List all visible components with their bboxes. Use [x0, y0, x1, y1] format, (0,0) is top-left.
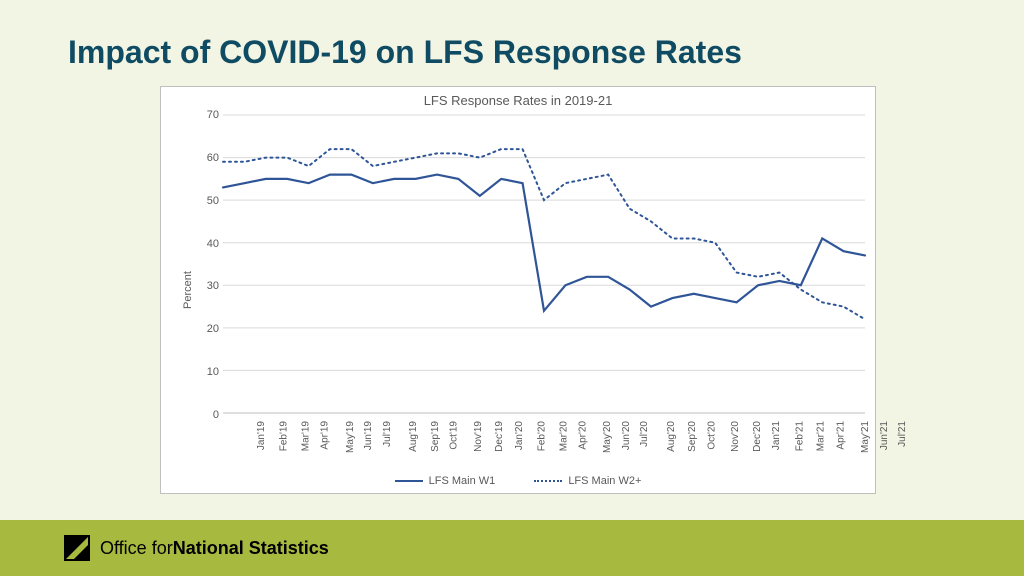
y-axis-label: Percent [182, 271, 194, 309]
legend-item-w1: LFS Main W1 [395, 475, 496, 487]
y-tick-label: 0 [213, 409, 219, 421]
y-tick-label: 20 [207, 323, 219, 335]
x-tick-label: Apr'19 [320, 421, 331, 450]
x-tick-label: Mar'20 [558, 421, 569, 451]
chart-legend: LFS Main W1 LFS Main W2+ [161, 473, 875, 487]
x-tick-label: Nov'20 [730, 421, 741, 452]
x-tick-label: Apr'20 [578, 421, 589, 450]
x-tick-label: Jun'20 [621, 421, 632, 450]
x-tick-label: Jul'21 [897, 421, 908, 447]
x-tick-label: Jun'21 [879, 421, 890, 450]
x-tick-label: Jan'19 [256, 421, 267, 450]
x-tick-label: Aug'19 [408, 421, 419, 452]
x-tick-label: Oct'20 [706, 421, 717, 450]
legend-swatch-solid [395, 480, 423, 482]
y-tick-label: 60 [207, 152, 219, 164]
y-tick-label: 30 [207, 280, 219, 292]
x-tick-label: Oct'19 [449, 421, 460, 450]
ons-logo-icon [64, 535, 90, 561]
chart-svg [223, 115, 865, 413]
y-tick-label: 50 [207, 195, 219, 207]
x-tick-label: Nov'19 [472, 421, 483, 452]
x-tick-label: Jan'21 [771, 421, 782, 450]
x-tick-label: Jul'20 [639, 421, 650, 447]
chart-subtitle: LFS Response Rates in 2019-21 [161, 93, 875, 108]
x-tick-label: Jul'19 [382, 421, 393, 447]
x-tick-label: Feb'19 [279, 421, 290, 451]
ons-logo-text-bold: National Statistics [173, 538, 329, 559]
x-tick-label: Sep'20 [687, 421, 698, 452]
chart-frame: LFS Response Rates in 2019-21 Percent LF… [160, 86, 876, 494]
x-tick-label: Jan'20 [514, 421, 525, 450]
x-tick-label: Dec'20 [752, 421, 763, 452]
footer-bar: Office for National Statistics [0, 520, 1024, 576]
x-tick-label: May'20 [602, 421, 613, 453]
legend-label-w2: LFS Main W2+ [568, 475, 641, 487]
y-tick-label: 10 [207, 366, 219, 378]
y-tick-label: 40 [207, 238, 219, 250]
ons-logo-text-thin: Office for [100, 538, 173, 559]
x-tick-label: May'19 [345, 421, 356, 453]
slide-title: Impact of COVID-19 on LFS Response Rates [68, 34, 742, 71]
x-tick-label: Sep'19 [430, 421, 441, 452]
x-tick-label: Apr'21 [835, 421, 846, 450]
legend-swatch-dotted [534, 480, 562, 482]
legend-item-w2: LFS Main W2+ [534, 475, 641, 487]
x-tick-label: Aug'20 [666, 421, 677, 452]
plot-area [223, 115, 865, 413]
x-tick-label: Feb'21 [794, 421, 805, 451]
y-tick-label: 70 [207, 109, 219, 121]
x-tick-label: Feb'20 [536, 421, 547, 451]
x-tick-label: Jun'19 [363, 421, 374, 450]
x-tick-label: Mar'21 [815, 421, 826, 451]
legend-label-w1: LFS Main W1 [429, 475, 496, 487]
x-tick-label: Mar'19 [300, 421, 311, 451]
x-tick-label: Dec'19 [494, 421, 505, 452]
ons-logo: Office for National Statistics [64, 535, 329, 561]
x-tick-label: May'21 [860, 421, 871, 453]
